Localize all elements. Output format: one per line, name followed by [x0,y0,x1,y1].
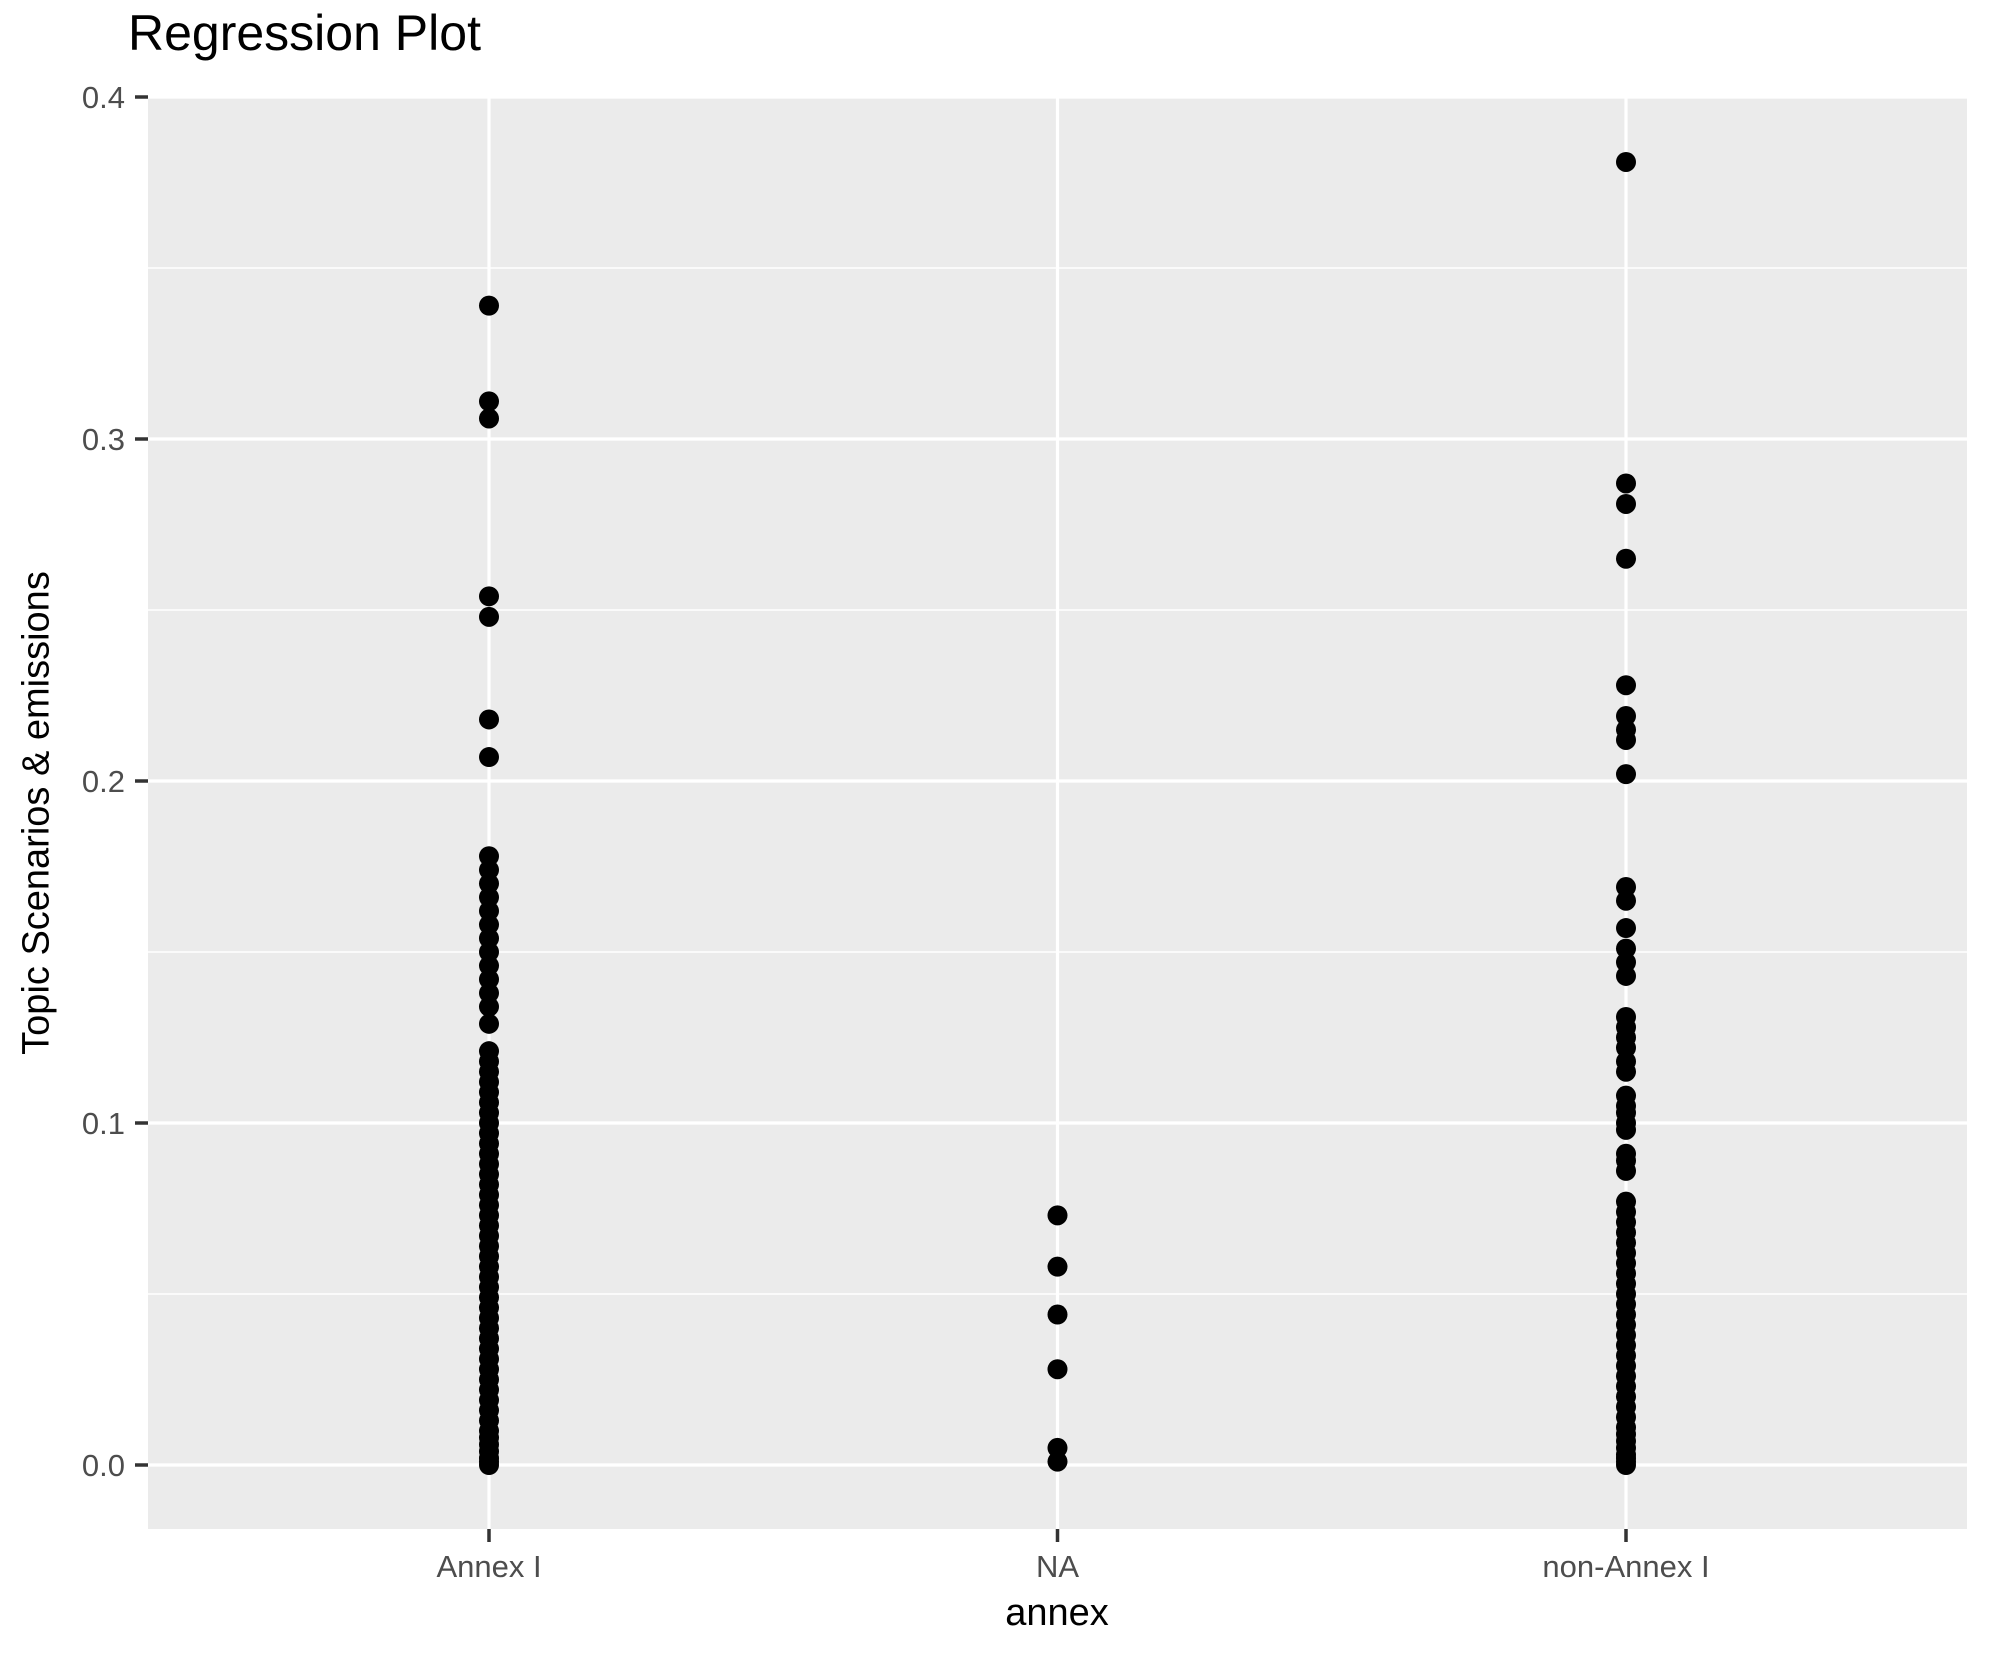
data-point [1616,675,1636,696]
data-point [1616,1455,1636,1475]
data-point [1616,151,1636,172]
data-point [1616,877,1636,898]
data-point [479,1013,499,1034]
data-point [1047,1256,1068,1277]
data-point [479,408,499,429]
y-tick-label: 0.4 [82,80,125,115]
data-point [1616,764,1636,785]
data-point [1616,965,1636,986]
data-point [479,969,499,990]
y-tick-label: 0.1 [82,1106,125,1141]
data-point [479,586,499,607]
x-tick-label: non-Annex I [1542,1549,1709,1584]
data-point [1047,1451,1068,1472]
data-point [1616,473,1636,494]
data-point [479,928,499,949]
plot-title: Regression Plot [128,5,481,61]
y-tick-label: 0.2 [82,764,125,799]
x-tick-label: Annex I [436,1549,541,1584]
data-point [479,955,499,976]
data-point [1616,706,1636,727]
data-point [479,859,499,880]
data-point [1616,1119,1636,1140]
data-point [479,747,499,768]
data-point [479,942,499,962]
data-point [479,914,499,935]
data-point [1616,938,1636,959]
data-point [479,996,499,1017]
data-point [1616,1037,1636,1058]
y-axis-title: Topic Scenarios & emissions [15,571,58,1055]
y-tick-label: 0.3 [82,422,125,457]
data-point [479,1455,499,1475]
data-point [1616,890,1636,911]
data-point [479,606,499,627]
data-point [479,846,499,867]
data-point [479,709,499,730]
data-point [1616,729,1636,750]
data-point [1616,918,1636,939]
data-point [1616,952,1636,973]
data-point [1047,1359,1068,1380]
data-point [1616,548,1636,569]
data-point [479,887,499,908]
data-point [479,983,499,1004]
data-point [479,873,499,894]
data-point [1616,1160,1636,1181]
data-point [1047,1205,1068,1226]
y-tick-label: 0.0 [82,1448,125,1483]
data-point [479,391,499,412]
x-tick-label: NA [1036,1549,1079,1584]
data-point [1047,1304,1068,1325]
data-point [479,900,499,921]
x-axis-title: annex [1005,1592,1109,1634]
data-point [1047,1437,1068,1458]
data-point [1616,493,1636,514]
data-point [479,295,499,316]
data-point [1616,1061,1636,1082]
